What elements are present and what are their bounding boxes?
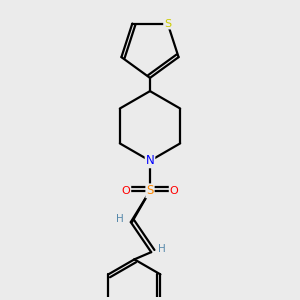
Text: H: H bbox=[158, 244, 166, 254]
Text: O: O bbox=[122, 186, 130, 196]
Text: O: O bbox=[170, 186, 178, 196]
Text: S: S bbox=[164, 19, 171, 28]
Text: N: N bbox=[146, 154, 154, 167]
Text: H: H bbox=[116, 214, 124, 224]
Text: S: S bbox=[146, 184, 154, 197]
